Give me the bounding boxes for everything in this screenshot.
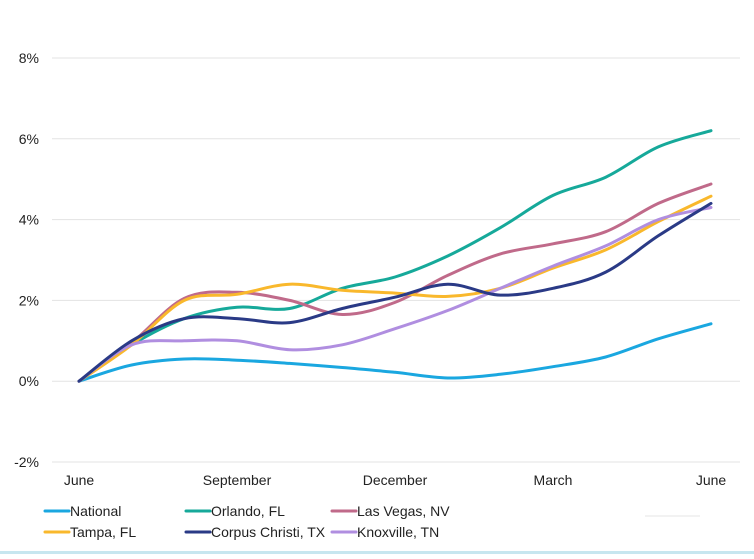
legend-label: Corpus Christi, TX xyxy=(211,524,326,540)
x-tick-label: December xyxy=(363,472,428,488)
grid xyxy=(52,57,740,463)
series-line-orlando-fl xyxy=(77,129,713,383)
y-tick-label: 6% xyxy=(19,131,39,147)
series-line-tampa-fl xyxy=(77,194,713,383)
legend-label: Las Vegas, NV xyxy=(357,503,450,519)
legend: National Orlando, FL Las Vegas, NV Tampa, F… xyxy=(43,503,450,540)
y-axis-tick-labels: -2% 0% 2% 4% 6% 8% xyxy=(14,50,39,470)
legend-item-orlando-fl: Orlando, FL xyxy=(184,503,285,519)
legend-label: Knoxville, TN xyxy=(357,524,439,540)
legend-item-national: National xyxy=(43,503,121,519)
legend-item-las-vegas-nv: Las Vegas, NV xyxy=(330,503,450,519)
x-tick-label: June xyxy=(696,472,727,488)
series-line-corpus-christi-tx xyxy=(77,201,713,383)
series-lines xyxy=(77,129,713,383)
x-tick-label: September xyxy=(203,472,272,488)
y-tick-label: -2% xyxy=(14,454,39,470)
legend-label: National xyxy=(70,503,121,519)
legend-label: Orlando, FL xyxy=(211,503,285,519)
y-tick-label: 4% xyxy=(19,212,39,228)
series-line-national xyxy=(77,322,713,383)
y-tick-label: 0% xyxy=(19,373,39,389)
series-line-las-vegas-nv xyxy=(77,182,713,383)
x-axis-tick-labels: June September December March June xyxy=(64,472,727,488)
legend-item-tampa-fl: Tampa, FL xyxy=(43,524,136,540)
y-tick-label: 8% xyxy=(19,50,39,66)
y-tick-label: 2% xyxy=(19,292,39,308)
x-tick-label: June xyxy=(64,472,95,488)
legend-item-corpus-christi-tx: Corpus Christi, TX xyxy=(184,524,326,540)
legend-label: Tampa, FL xyxy=(70,524,136,540)
bottom-accent-bar xyxy=(0,551,754,554)
legend-item-knoxville-tn: Knoxville, TN xyxy=(330,524,439,540)
x-tick-label: March xyxy=(534,472,573,488)
series-line-knoxville-tn xyxy=(77,206,713,383)
